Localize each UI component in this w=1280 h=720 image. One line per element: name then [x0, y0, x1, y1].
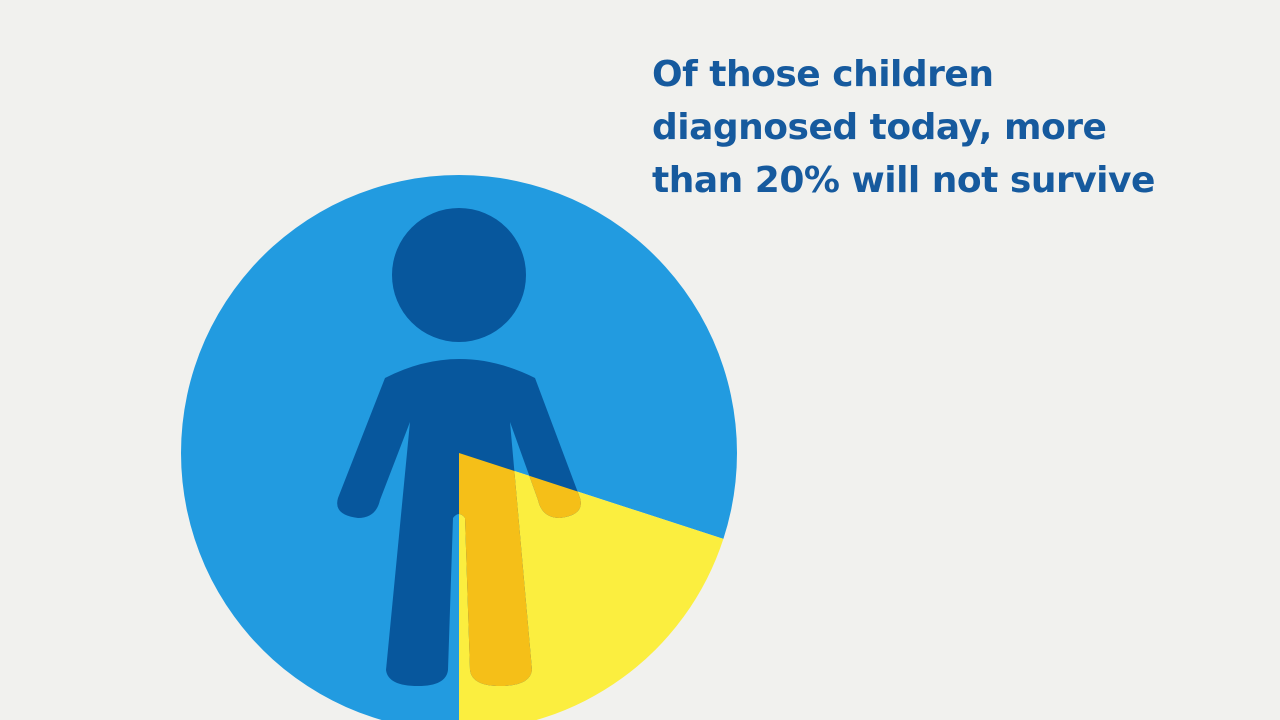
title: Of those children diagnosed today, more …	[652, 54, 1155, 201]
figure-head	[392, 208, 526, 342]
